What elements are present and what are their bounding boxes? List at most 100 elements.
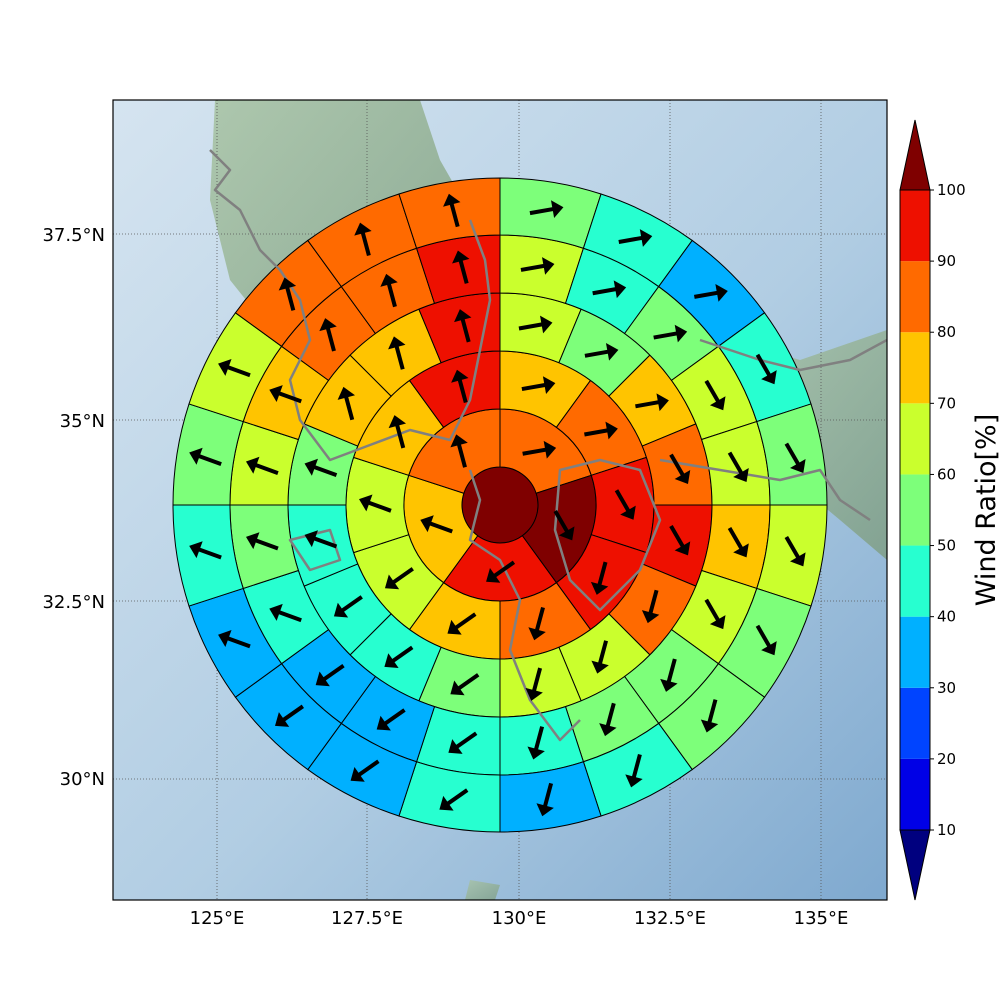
wind-arrow-shaft [635, 399, 662, 409]
wind-arrow-head [354, 222, 372, 236]
wind-arrow-head [709, 396, 726, 411]
wind-arrow-head [319, 318, 337, 332]
wind-arrow-head [439, 795, 454, 811]
wind-arrow-head [420, 515, 434, 533]
wind-arrow-shaft [457, 376, 468, 404]
x-tick-label: 127.5°E [331, 908, 403, 929]
wind-arrow-shaft [618, 235, 646, 244]
wind-arrow-shaft [553, 509, 571, 535]
wind-arrow-head [660, 678, 678, 692]
colorbar-segment [900, 403, 930, 475]
colorbar-outline [899, 189, 931, 831]
colorbar-segment [900, 261, 930, 333]
y-axis: 37.5°N 35°N 32.5°N 30°N [42, 225, 105, 790]
y-tick-label: 30°N [60, 769, 105, 790]
wind-arrow-head [350, 767, 365, 782]
wind-arrow-shaft [284, 284, 296, 311]
wind-arrow-shaft [704, 379, 722, 405]
wind-arrow-shaft [669, 453, 686, 479]
wind-arrow-head [558, 526, 575, 541]
wind-arrow-head [450, 434, 468, 448]
wind-arrow-head [674, 541, 691, 556]
wind-arrow-shaft [311, 535, 338, 549]
wind-arrow-head [639, 229, 653, 247]
wind-arrow-shaft [521, 382, 549, 392]
colorbar-tick-label: 50 [937, 537, 956, 555]
colorbar-label: Wind Ratio[%] [971, 414, 1000, 606]
wind-arrow-shaft [631, 754, 642, 781]
wind-arrow-head [733, 543, 749, 558]
wind-arrow-head [384, 574, 400, 590]
wind-arrow-shaft [784, 535, 802, 561]
wind-arrow-head [536, 803, 554, 817]
wind-arrow-head [709, 615, 726, 630]
wind-arrow-shaft [343, 393, 355, 421]
wind-arrow-shaft [533, 726, 545, 753]
wind-arrow-shaft [459, 315, 471, 343]
wind-arrow-head [620, 505, 636, 520]
wind-arrow-head [454, 309, 472, 323]
wind-arrow-shaft [706, 699, 718, 726]
wind-arrow-shaft [755, 624, 773, 650]
wind-arrow-shaft [455, 673, 480, 692]
wind-arrow-shaft [448, 200, 460, 228]
wind-arrow-shaft [596, 561, 608, 589]
wind-arrow-head [451, 369, 469, 383]
wind-arrow-shaft [394, 421, 406, 449]
wind-arrow-shaft [275, 390, 302, 404]
colorbar-extend-min [899, 829, 931, 901]
wind-arrow-shaft [605, 702, 616, 730]
wind-arrow-shaft [320, 664, 345, 683]
wind-arrow-head [189, 541, 203, 559]
wind-arrow-head [733, 467, 749, 483]
wind-arrow-shaft [456, 441, 467, 468]
colorbar-tick-label: 80 [937, 323, 956, 341]
wind-arrow-shaft [666, 658, 677, 685]
wind-arrow-shaft [727, 451, 745, 477]
wind-arrow-head [269, 385, 283, 403]
wind-arrow-shaft [365, 499, 392, 513]
wind-arrow-head [599, 723, 617, 737]
wind-arrow-head [450, 680, 465, 696]
wind-arrow-head [700, 719, 719, 733]
wind-arrow-head [527, 746, 545, 760]
wind-arrow-head [388, 415, 407, 429]
wind-arrow-shaft [784, 442, 802, 468]
wind-arrow-head [761, 641, 777, 656]
wind-arrow-head [542, 376, 556, 394]
wind-arrow-head [539, 315, 553, 334]
colorbar-tick-label: 90 [937, 252, 956, 270]
colorbar-tick-label: 60 [937, 465, 956, 483]
wind-arrow-head [486, 568, 501, 583]
wind-arrow-shaft [224, 364, 251, 378]
wind-arrow-head [641, 610, 660, 624]
wind-arrow-shaft [252, 537, 279, 551]
colorbar-tick-label: 40 [937, 608, 956, 626]
wind-arrow-head [245, 532, 260, 550]
wind-arrow-head [388, 336, 406, 350]
wind-arrow-shaft [355, 759, 380, 778]
colorbar-tick-label: 10 [937, 821, 956, 839]
wind-arrow-shaft [727, 526, 745, 552]
wind-arrow-head [443, 193, 461, 207]
colorbar-segment [900, 758, 930, 830]
wind-arrow-head [337, 386, 355, 400]
wind-arrow-shaft [669, 524, 686, 550]
wind-arrow-shaft [518, 321, 546, 331]
wind-arrow-shaft [325, 325, 336, 352]
wind-arrow-head [541, 257, 555, 275]
wind-arrow-shaft [275, 609, 302, 623]
wind-arrow-head [189, 447, 203, 465]
wind-arrow-shaft [597, 640, 609, 667]
wind-arrow-shaft [755, 353, 773, 379]
wind-arrow-shaft [389, 645, 414, 665]
wind-arrow-head [269, 603, 283, 621]
x-tick-label: 132.5°E [634, 908, 706, 929]
wind-arrow-head [304, 458, 319, 476]
wind-arrow-shaft [360, 229, 371, 256]
wind-arrow-shaft [426, 520, 453, 534]
land-south-islet [465, 880, 500, 900]
wind-arrow-shaft [280, 704, 305, 724]
wind-arrow-head [543, 440, 557, 459]
colorbar-segment [900, 616, 930, 688]
